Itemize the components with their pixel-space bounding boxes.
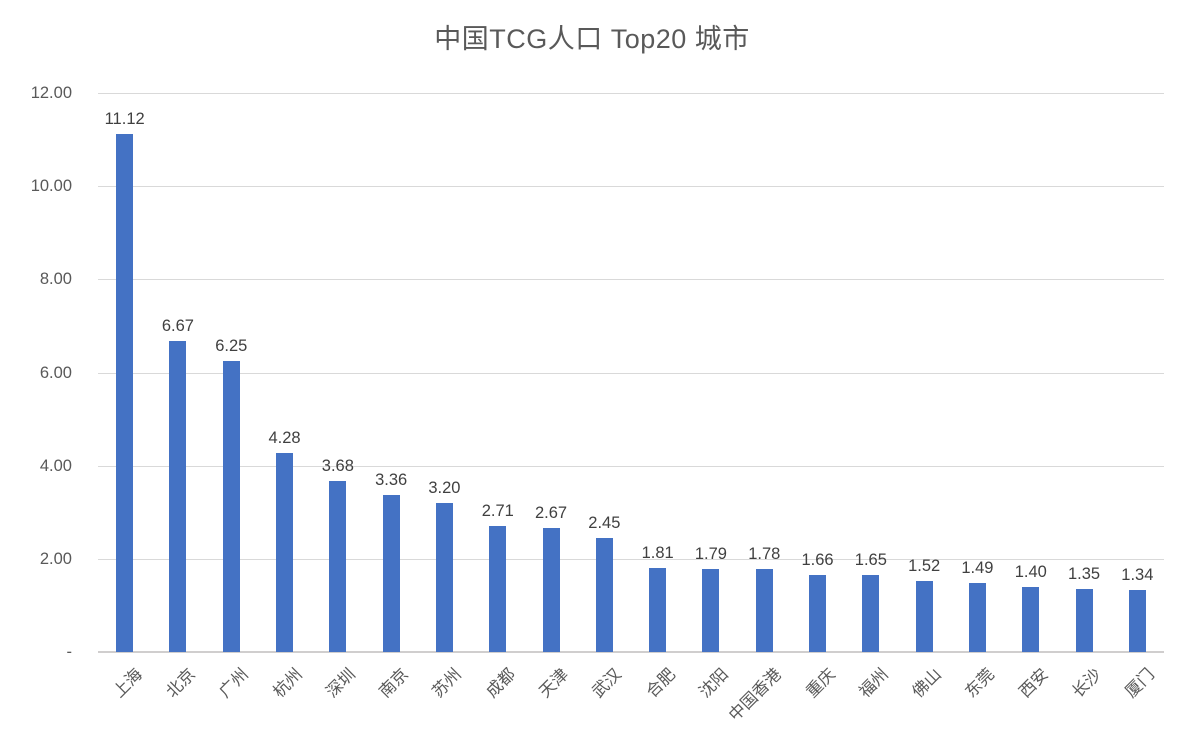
x-tick-label: 上海: [109, 665, 146, 702]
y-tick-label: 4.00: [39, 456, 72, 475]
y-tick-label: 2.00: [39, 549, 72, 568]
gridline: [98, 558, 1164, 560]
bar-中国香港: [755, 569, 773, 652]
x-tick-label: 武汉: [589, 665, 626, 702]
data-label: 1.65: [854, 550, 887, 569]
bar-沈阳: [702, 569, 720, 652]
bar-厦门: [1128, 590, 1146, 652]
gridline: [98, 372, 1164, 374]
data-label: 11.12: [104, 109, 145, 128]
x-tick-label: 苏州: [429, 665, 466, 702]
y-tick-label: 12.00: [30, 84, 72, 102]
data-label: 3.20: [428, 478, 461, 497]
data-label: 1.79: [694, 544, 727, 563]
data-label: 2.67: [534, 503, 568, 522]
x-tick-label: 杭州: [269, 665, 306, 702]
data-label: 1.81: [641, 543, 674, 562]
y-axis: - 2.00 4.00 6.00 8.00 10.00 12.00: [0, 85, 84, 660]
x-axis: 上海 北京 广州 杭州 深圳 南京 苏州 成都 天津 武汉 合肥 沈阳 中国香港 重庆 福州 佛山 东莞 西安 长沙…: [98, 652, 1164, 752]
data-label: 1.35: [1067, 564, 1101, 583]
data-label: 1.49: [961, 558, 994, 577]
x-tick-label: 佛山: [909, 665, 946, 702]
bar-成都: [489, 526, 507, 652]
x-tick-label: 长沙: [1069, 665, 1106, 702]
bar-武汉: [595, 538, 613, 652]
data-label: 1.78: [748, 544, 781, 563]
data-label: 3.36: [375, 470, 408, 489]
bar-佛山: [915, 581, 933, 652]
x-tick-label: 南京: [376, 665, 413, 702]
gridline: [98, 279, 1164, 281]
data-label: 2.45: [588, 513, 621, 532]
x-tick-label: 成都: [482, 665, 519, 702]
data-label: 6.25: [215, 336, 248, 355]
bar-杭州: [276, 453, 294, 652]
x-tick-label: 中国香港: [725, 665, 786, 725]
chart-title: 中国TCG人口 Top20 城市: [434, 24, 750, 54]
bar-北京: [169, 341, 187, 652]
gridline: [98, 465, 1164, 467]
gridline: [98, 186, 1164, 188]
data-label: 4.28: [268, 428, 301, 447]
x-tick-label: 深圳: [322, 665, 359, 702]
bar-重庆: [809, 575, 827, 652]
bar-西安: [1022, 587, 1040, 652]
x-tick-label: 东莞: [962, 665, 999, 702]
bar-合肥: [649, 568, 667, 652]
bar-上海: [116, 134, 134, 652]
x-tick-label: 合肥: [642, 665, 679, 702]
x-tick-label: 天津: [536, 665, 573, 702]
y-tick-label: 6.00: [39, 363, 72, 382]
bar-苏州: [435, 503, 453, 652]
data-label: 3.68: [321, 456, 354, 475]
x-tick-label: 福州: [855, 665, 892, 702]
y-tick-label: -: [66, 643, 73, 661]
gridline: [98, 93, 1164, 94]
data-label: 6.67: [161, 316, 194, 335]
y-tick-label: 10.00: [30, 177, 72, 196]
x-tick-label: 重庆: [802, 665, 839, 702]
x-tick-label: 西安: [1015, 665, 1052, 702]
bar-东莞: [968, 583, 986, 652]
x-tick-label: 广州: [216, 665, 253, 702]
data-label: 1.66: [801, 550, 834, 569]
x-tick-label: 厦门: [1122, 665, 1159, 702]
bar-天津: [542, 528, 560, 652]
bar-南京: [382, 495, 400, 652]
x-tick-label: 沈阳: [695, 665, 732, 702]
y-tick-label: 8.00: [39, 270, 72, 289]
x-axis-line: [98, 651, 1164, 653]
plot-area: 11.12 6.67 6.25 4.28 3.68 3.36 3.20 2.71 2.67 2.4…: [98, 93, 1164, 653]
bar-广州: [222, 361, 240, 652]
bar-福州: [862, 575, 880, 652]
data-label: 1.40: [1014, 562, 1047, 581]
data-label: 2.71: [481, 501, 514, 520]
bar-长沙: [1075, 589, 1093, 652]
x-tick-label: 北京: [162, 665, 199, 702]
bar-深圳: [329, 481, 347, 652]
data-label: 1.52: [908, 556, 941, 575]
data-label: 1.34: [1121, 565, 1154, 584]
